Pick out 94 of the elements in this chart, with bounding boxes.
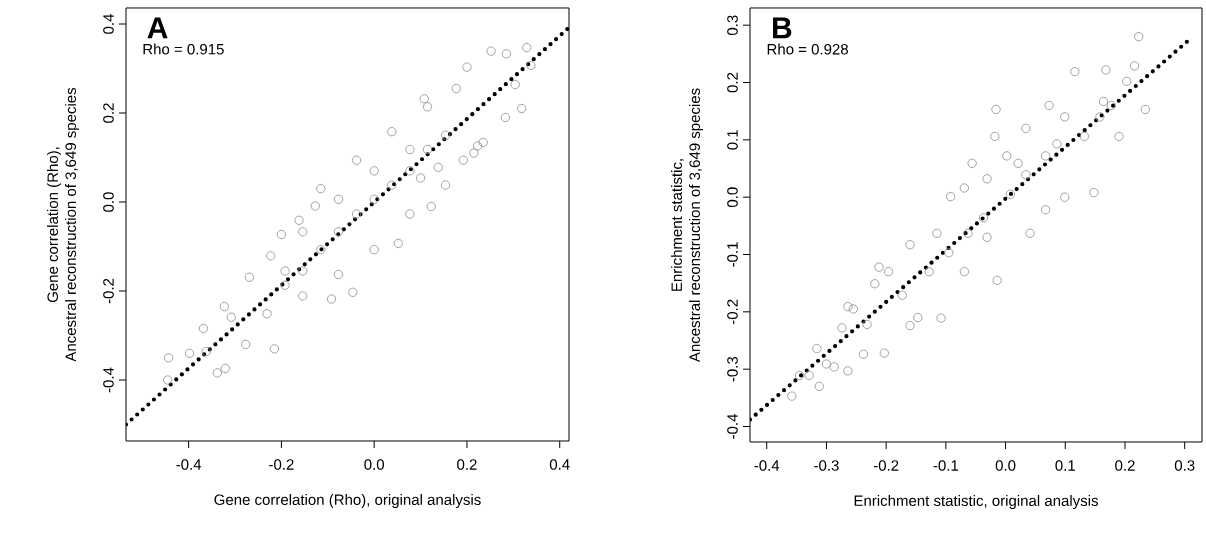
point [1025, 228, 1035, 238]
y-tick-label: 0.2 [103, 103, 114, 123]
point [982, 232, 992, 242]
x-tick-label: 0.2 [457, 459, 477, 470]
point [1134, 32, 1144, 42]
point [1044, 100, 1054, 111]
y-tick-label: 0.3 [727, 15, 738, 36]
x-tick-label: 0.4 [549, 459, 570, 470]
x-tick-label: 0.0 [364, 459, 385, 470]
point [936, 313, 946, 323]
point [1040, 205, 1051, 215]
x-tick-label: 0.3 [1174, 460, 1195, 471]
annotation: Rho = 0.928 [767, 43, 848, 55]
point [944, 248, 954, 258]
y-tick-label: -0.4 [103, 367, 114, 393]
y-tick-label: -0.3 [727, 356, 738, 382]
point [1101, 65, 1111, 75]
y-tick-label: 0.0 [727, 187, 738, 208]
x-tick-label: -0.3 [814, 460, 839, 471]
point [804, 370, 814, 381]
y-tick-label: 0.1 [727, 130, 738, 150]
y-tick-label: -0.2 [727, 299, 738, 325]
point [843, 302, 853, 312]
annotation: B [773, 17, 792, 39]
point [837, 323, 847, 333]
point [1129, 61, 1140, 71]
y-tick-label: -0.1 [727, 242, 738, 267]
point [1140, 104, 1150, 115]
point [982, 174, 992, 184]
y-tick-label: 0.0 [103, 192, 114, 212]
y-tick-label: 0.2 [727, 72, 738, 93]
x-tick-label: -0.2 [269, 459, 294, 470]
annotation: A [147, 17, 168, 39]
point [913, 312, 923, 323]
y-tick-label: 0.4 [103, 14, 114, 34]
x-tick-label: 0.2 [1115, 460, 1135, 471]
point [812, 343, 822, 354]
point [1089, 187, 1099, 198]
x-axis-title: Enrichment statistic, original analysis [854, 495, 1098, 509]
point [1060, 192, 1070, 202]
x-tick-label: -0.4 [176, 459, 202, 470]
point [858, 349, 869, 359]
point [963, 228, 973, 238]
x-tick-label: -0.1 [933, 460, 959, 471]
point [959, 183, 969, 193]
point [874, 262, 884, 272]
point [1122, 76, 1132, 86]
point [787, 391, 797, 401]
point [879, 348, 889, 358]
point [883, 267, 894, 277]
point [1002, 151, 1012, 161]
point [862, 319, 872, 330]
point [1060, 112, 1070, 122]
x-axis-title: Gene correlation (Rho), original analysis [214, 494, 481, 508]
point [1005, 189, 1015, 199]
point [1021, 123, 1031, 133]
point [905, 321, 915, 331]
point [946, 192, 956, 202]
point [905, 240, 915, 250]
point [992, 275, 1002, 285]
point [978, 213, 989, 223]
x-tick-label: 0.0 [995, 460, 1016, 471]
point [829, 362, 839, 372]
point [848, 304, 858, 314]
point [1070, 67, 1080, 77]
x-tick-label: 0.1 [1055, 460, 1075, 471]
annotation: Rho = 0.915 [143, 43, 224, 55]
y-tick-label: -0.4 [727, 414, 738, 439]
y-tick-label: -0.2 [103, 278, 114, 304]
x-tick-label: -0.4 [754, 460, 780, 471]
point [1114, 131, 1124, 141]
point [959, 267, 969, 277]
x-tick-label: -0.2 [873, 460, 899, 471]
point [1013, 158, 1023, 168]
point [897, 290, 907, 300]
point [1095, 112, 1105, 122]
point [1040, 151, 1051, 161]
point [843, 366, 853, 376]
point [1098, 96, 1109, 107]
point [990, 131, 1000, 141]
point [1052, 139, 1062, 149]
point [821, 359, 832, 369]
y-axis-title: Gene correlation (Rho), Ancestral reconstruction of 3,649 species [47, 87, 79, 362]
point [1079, 131, 1089, 141]
point [870, 279, 880, 289]
point [967, 158, 977, 168]
point [1021, 170, 1031, 180]
point [991, 104, 1001, 115]
point [932, 228, 942, 238]
point [814, 381, 824, 391]
point [1106, 100, 1116, 111]
point [924, 267, 934, 277]
y-axis-title: Enrichment statistic, Ancestral reconstruction of 3,649 species [671, 88, 703, 363]
point [794, 370, 805, 381]
